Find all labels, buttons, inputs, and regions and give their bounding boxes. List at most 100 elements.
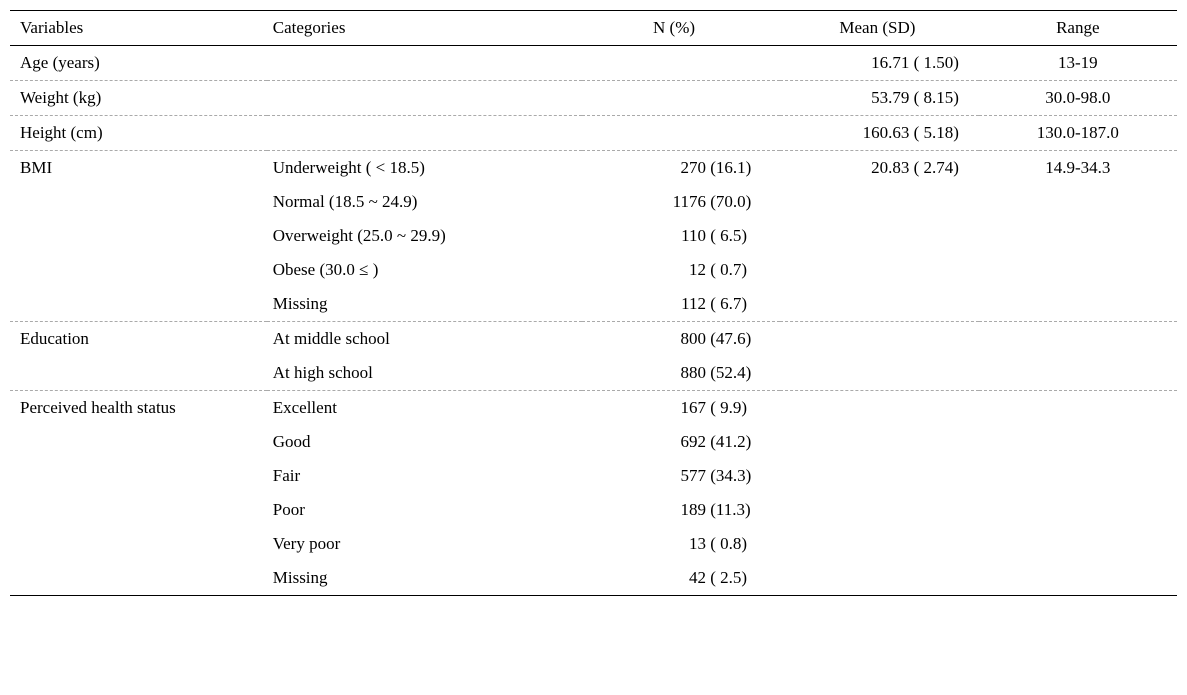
mean-sd: ( 5.18): [914, 123, 969, 143]
cell-category: Very poor: [267, 527, 582, 561]
table-row: Good 692 (41.2): [10, 425, 1177, 459]
table-row: Age (years)16.71 ( 1.50)13-19: [10, 46, 1177, 81]
cell-n: 1176 (70.0): [582, 185, 780, 219]
mean-sd: ( 1.50): [914, 53, 969, 73]
table-row: Fair577 (34.3): [10, 459, 1177, 493]
n-percent: (47.6): [710, 329, 760, 349]
table-row: Perceived health statusExcellent167 ( 9.…: [10, 391, 1177, 426]
cell-variable: BMI: [10, 151, 267, 186]
n-percent: (41.2): [710, 432, 760, 452]
n-count: 880: [666, 363, 706, 383]
cell-n: 110 ( 6.5): [582, 219, 780, 253]
cell-mean: 160.63 ( 5.18): [780, 116, 978, 151]
cell-range: [979, 253, 1177, 287]
cell-category: Normal (18.5 ~ 24.9): [267, 185, 582, 219]
cell-mean: [780, 253, 978, 287]
cell-category: Missing: [267, 561, 582, 596]
cell-range: [979, 527, 1177, 561]
cell-category: Overweight (25.0 ~ 29.9): [267, 219, 582, 253]
n-count: 13: [666, 534, 706, 554]
table-row: EducationAt middle school800 (47.6): [10, 322, 1177, 357]
cell-range: [979, 425, 1177, 459]
cell-range: [979, 287, 1177, 322]
n-percent: ( 0.8): [710, 534, 760, 554]
cell-category: [267, 116, 582, 151]
cell-range: [979, 219, 1177, 253]
cell-n: 12 ( 0.7): [582, 253, 780, 287]
mean-sd: ( 8.15): [914, 88, 969, 108]
table-row: Weight (kg) 53.79 ( 8.15)30.0-98.0: [10, 81, 1177, 116]
cell-range: [979, 561, 1177, 596]
cell-mean: 53.79 ( 8.15): [780, 81, 978, 116]
cell-range: [979, 185, 1177, 219]
cell-category: [267, 81, 582, 116]
mean-value: 20.83: [857, 158, 909, 178]
n-percent: (70.0): [710, 192, 760, 212]
cell-range: [979, 391, 1177, 426]
cell-variable: [10, 185, 267, 219]
header-variables: Variables: [10, 11, 267, 46]
table-row: Missing42 ( 2.5): [10, 561, 1177, 596]
cell-category: Missing: [267, 287, 582, 322]
cell-variable: [10, 219, 267, 253]
n-percent: ( 6.5): [710, 226, 760, 246]
n-count: 110: [666, 226, 706, 246]
cell-mean: [780, 391, 978, 426]
cell-category: Good: [267, 425, 582, 459]
cell-category: At high school: [267, 356, 582, 391]
mean-sd: ( 2.74): [914, 158, 969, 178]
header-range: Range: [979, 11, 1177, 46]
n-percent: ( 0.7): [710, 260, 760, 280]
cell-category: [267, 46, 582, 81]
table-row: Normal (18.5 ~ 24.9)1176 (70.0): [10, 185, 1177, 219]
n-count: 167: [666, 398, 706, 418]
n-count: 577: [666, 466, 706, 486]
cell-category: Poor: [267, 493, 582, 527]
cell-mean: [780, 287, 978, 322]
cell-mean: [780, 185, 978, 219]
mean-value: 160.63: [857, 123, 909, 143]
n-percent: (11.3): [710, 500, 760, 520]
cell-variable: [10, 356, 267, 391]
table-row: Missing112 ( 6.7): [10, 287, 1177, 322]
table-row: Height (cm)160.63 ( 5.18)130.0-187.0: [10, 116, 1177, 151]
n-percent: (34.3): [710, 466, 760, 486]
n-count: 112: [666, 294, 706, 314]
table-row: At high school880 (52.4): [10, 356, 1177, 391]
table-row: Overweight (25.0 ~ 29.9)110 ( 6.5): [10, 219, 1177, 253]
cell-variable: Perceived health status: [10, 391, 267, 426]
n-count: 12: [666, 260, 706, 280]
header-row: Variables Categories N (%) Mean (SD) Ran…: [10, 11, 1177, 46]
cell-mean: [780, 459, 978, 493]
cell-category: Excellent: [267, 391, 582, 426]
table-row: Obese (30.0 ≤ )12 ( 0.7): [10, 253, 1177, 287]
table-row: BMIUnderweight ( < 18.5)270 (16.1)20.83 …: [10, 151, 1177, 186]
cell-range: 130.0-187.0: [979, 116, 1177, 151]
cell-variable: Age (years): [10, 46, 267, 81]
cell-range: [979, 459, 1177, 493]
header-categories: Categories: [267, 11, 582, 46]
cell-range: [979, 356, 1177, 391]
cell-range: 30.0-98.0: [979, 81, 1177, 116]
cell-variable: Weight (kg): [10, 81, 267, 116]
cell-n: 112 ( 6.7): [582, 287, 780, 322]
cell-category: At middle school: [267, 322, 582, 357]
cell-n: [582, 116, 780, 151]
cell-n: [582, 46, 780, 81]
cell-n: 577 (34.3): [582, 459, 780, 493]
cell-variable: Height (cm): [10, 116, 267, 151]
n-count: 189: [666, 500, 706, 520]
n-count: 42: [666, 568, 706, 588]
cell-mean: [780, 493, 978, 527]
cell-mean: [780, 425, 978, 459]
cell-variable: [10, 459, 267, 493]
cell-mean: [780, 561, 978, 596]
table-row: Poor 189 (11.3): [10, 493, 1177, 527]
cell-category: Fair: [267, 459, 582, 493]
header-n: N (%): [582, 11, 780, 46]
cell-mean: 16.71 ( 1.50): [780, 46, 978, 81]
n-count: 692: [666, 432, 706, 452]
table-body: Age (years)16.71 ( 1.50)13-19Weight (kg)…: [10, 46, 1177, 596]
cell-n: 13 ( 0.8): [582, 527, 780, 561]
cell-range: [979, 493, 1177, 527]
